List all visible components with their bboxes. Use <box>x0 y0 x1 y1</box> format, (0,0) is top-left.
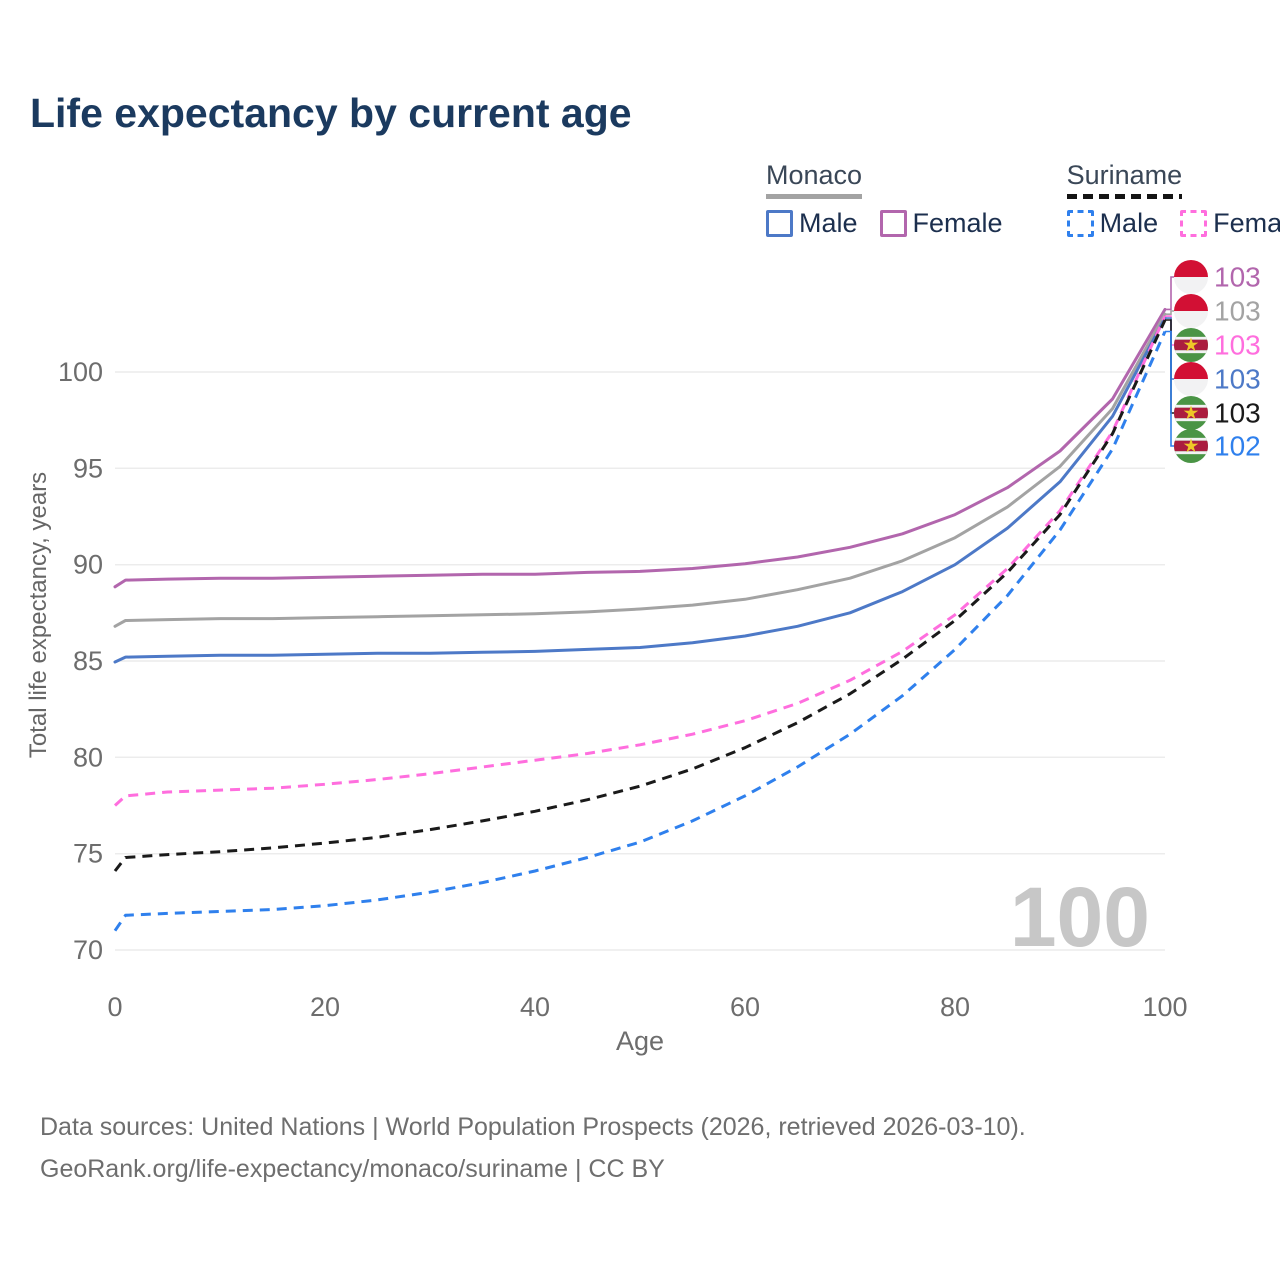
legend-items-monaco: Male Female <box>766 208 1003 239</box>
x-tick-label: 60 <box>730 992 760 1022</box>
legend-item-monaco-male[interactable]: Male <box>766 208 858 239</box>
legend-item-label: Male <box>799 208 858 238</box>
series-end-value: 103 <box>1214 398 1261 429</box>
legend-group-monaco: Monaco Male Female <box>766 160 1003 239</box>
series-end-value: 103 <box>1214 262 1261 293</box>
y-tick-label: 100 <box>58 357 103 387</box>
chart-footer: Data sources: United Nations | World Pop… <box>40 1106 1026 1190</box>
legend-item-monaco-female[interactable]: Female <box>879 208 1003 239</box>
legend-item-label: Male <box>1099 208 1159 238</box>
x-tick-label: 40 <box>520 992 550 1022</box>
legend-header-monaco[interactable]: Monaco <box>766 160 863 199</box>
legend-underline-dashed <box>1066 194 1183 199</box>
series-line-suriname-female[interactable] <box>113 315 1167 807</box>
x-axis-title: Age <box>616 1026 664 1056</box>
female-dashed-swatch-icon <box>1180 210 1208 237</box>
legend-item-suriname-female[interactable]: Female <box>1180 208 1280 239</box>
monaco-flag-icon <box>1174 294 1208 328</box>
y-tick-label: 80 <box>73 742 103 772</box>
y-tick-label: 90 <box>73 550 103 580</box>
series-line-monaco-male[interactable] <box>113 316 1167 664</box>
chart-legend: Monaco Male Female Suriname <box>766 160 1280 239</box>
legend-items-suriname: Male Female <box>1066 208 1280 239</box>
male-solid-swatch-icon <box>766 210 793 237</box>
series-end-value: 102 <box>1214 431 1261 462</box>
monaco-flag-icon <box>1174 260 1208 294</box>
x-tick-label: 0 <box>107 992 122 1022</box>
series-line-suriname[interactable] <box>113 319 1167 872</box>
series-line-monaco-female[interactable] <box>113 307 1167 589</box>
suriname-flag-icon <box>1174 396 1208 430</box>
y-tick-label: 95 <box>73 453 103 483</box>
legend-item-suriname-male[interactable]: Male <box>1066 208 1159 239</box>
legend-item-label: Female <box>1213 208 1280 238</box>
legend-group-suriname: Suriname Male Female <box>1066 160 1280 239</box>
legend-item-label: Female <box>912 208 1003 238</box>
x-tick-label: 100 <box>1142 992 1187 1022</box>
male-dashed-swatch-icon <box>1066 210 1094 237</box>
x-tick-label: 80 <box>940 992 970 1022</box>
data-sources-line: Data sources: United Nations | World Pop… <box>40 1113 1026 1141</box>
y-axis-title: Total life expectancy, years <box>25 472 52 758</box>
page-title: Life expectancy by current age <box>30 90 632 136</box>
legend-header-label: Suriname <box>1066 160 1183 190</box>
suriname-flag-icon <box>1174 328 1208 362</box>
legend-header-suriname[interactable]: Suriname <box>1066 160 1183 199</box>
monaco-flag-icon <box>1174 362 1208 396</box>
legend-header-label: Monaco <box>766 160 863 190</box>
series-end-value: 103 <box>1214 330 1261 361</box>
y-tick-label: 75 <box>73 839 103 869</box>
x-tick-label: 20 <box>310 992 340 1022</box>
legend-underline-solid <box>766 194 863 199</box>
series-line-monaco[interactable] <box>113 312 1167 628</box>
series-line-suriname-male[interactable] <box>113 330 1167 932</box>
source-url-line: GeoRank.org/life-expectancy/monaco/surin… <box>40 1155 665 1183</box>
series-end-value: 103 <box>1214 364 1261 395</box>
female-solid-swatch-icon <box>879 210 907 237</box>
suriname-flag-icon <box>1174 429 1208 463</box>
series-end-value: 103 <box>1214 296 1261 327</box>
y-tick-label: 70 <box>73 935 103 965</box>
age-watermark: 100 <box>1010 870 1150 964</box>
y-tick-label: 85 <box>73 646 103 676</box>
